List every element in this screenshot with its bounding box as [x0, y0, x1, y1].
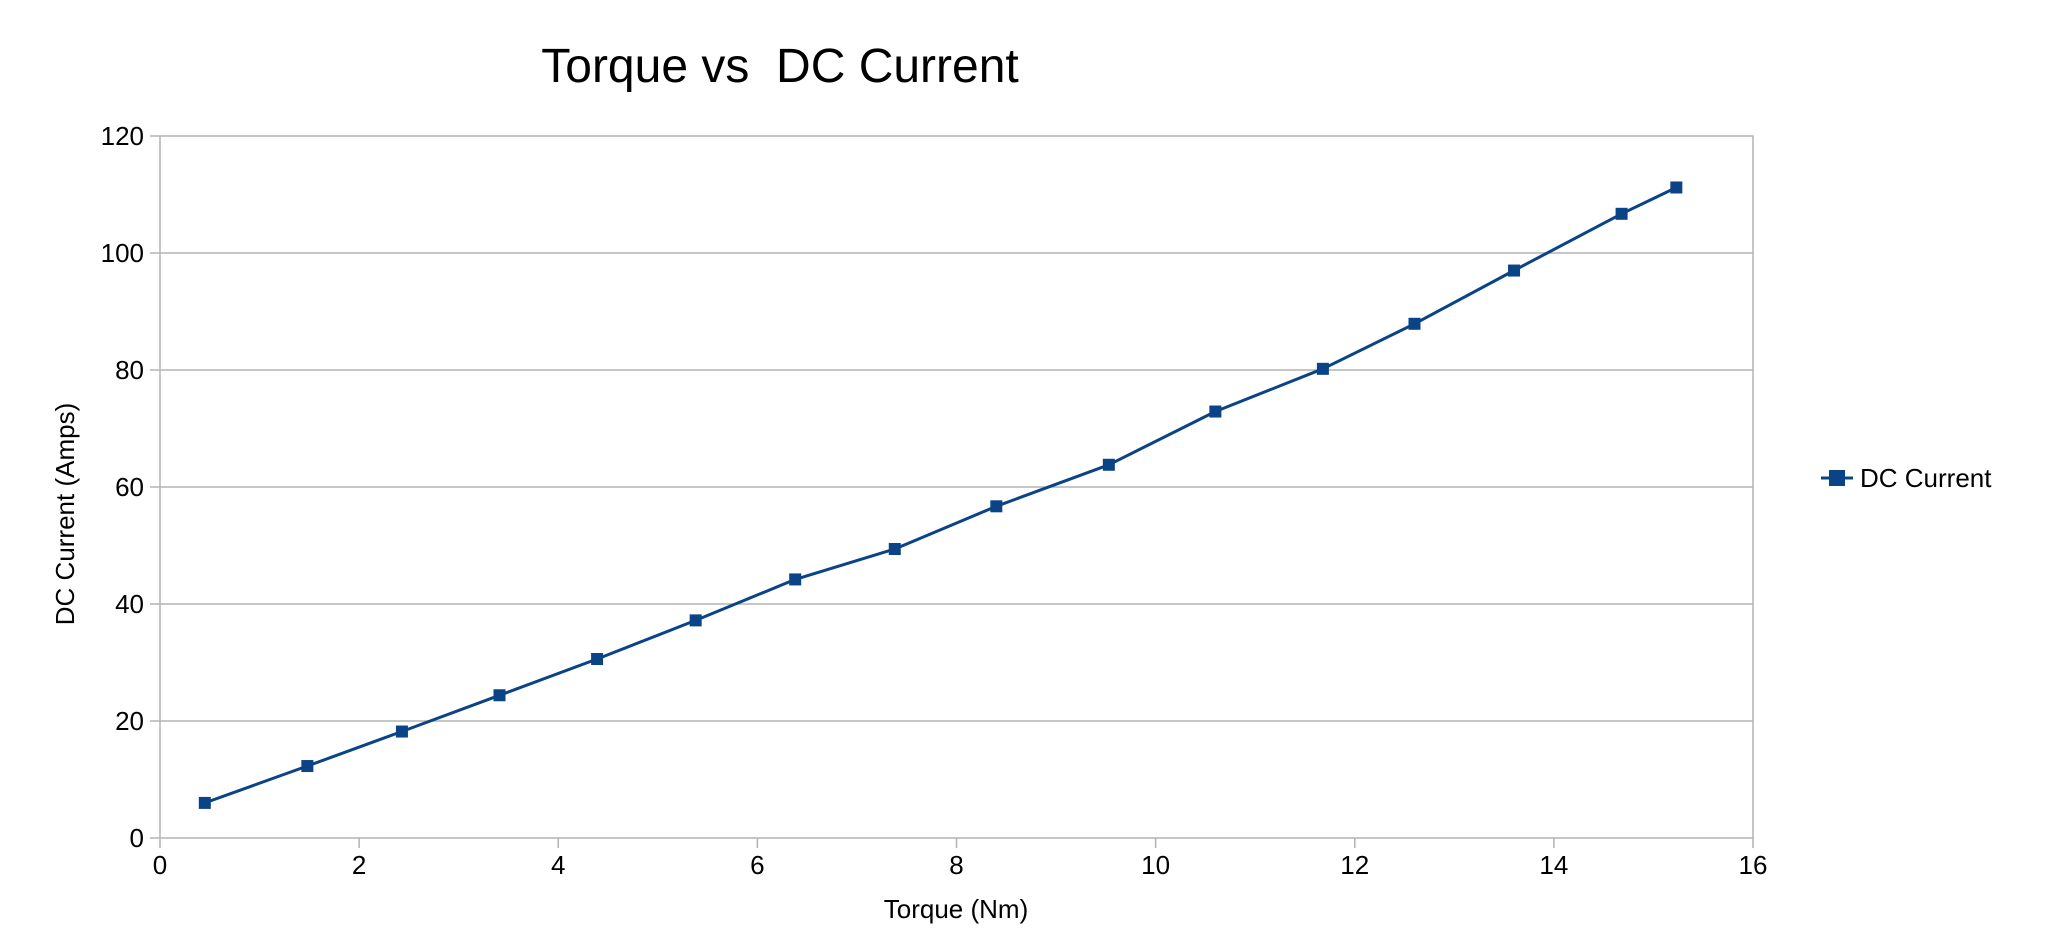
- y-axis-label: DC Current (Amps): [50, 403, 80, 625]
- x-tick-label: 14: [1539, 850, 1568, 880]
- x-axis-label: Torque (Nm): [884, 894, 1028, 924]
- y-tick-label: 100: [101, 238, 144, 268]
- x-tick-label: 12: [1340, 850, 1369, 880]
- y-tick-label: 80: [115, 355, 144, 385]
- x-tick-label: 2: [352, 850, 366, 880]
- data-point: [591, 652, 604, 665]
- series-layer: [198, 181, 1683, 809]
- y-tick-label: 20: [115, 706, 144, 736]
- series-line: [204, 186, 1677, 805]
- data-point: [1102, 458, 1115, 471]
- data-point: [1508, 264, 1521, 277]
- y-tick-label: 120: [101, 121, 144, 151]
- y-axis-ticks: 0 20 40 60 80 100 120: [101, 121, 160, 853]
- x-tick-label: 0: [153, 850, 167, 880]
- data-point: [1316, 362, 1329, 375]
- grid-lines: [160, 252, 1753, 722]
- x-tick-label: 4: [551, 850, 565, 880]
- x-tick-label: 10: [1141, 850, 1170, 880]
- data-point: [198, 796, 211, 809]
- data-point: [1615, 207, 1628, 220]
- legend-label: DC Current: [1860, 463, 1992, 493]
- data-point: [395, 725, 408, 738]
- x-axis-ticks: 0 2 4 6 8 10 12 14 16: [153, 838, 1768, 880]
- data-point: [789, 573, 802, 586]
- data-point: [990, 500, 1003, 513]
- legend-square-marker: [1829, 470, 1845, 486]
- data-point: [301, 760, 314, 773]
- x-tick-label: 16: [1739, 850, 1768, 880]
- data-point: [1408, 317, 1421, 330]
- chart-title: Torque vs DC Current: [541, 40, 1019, 93]
- y-tick-label: 40: [115, 589, 144, 619]
- data-point: [1209, 405, 1222, 418]
- data-point: [689, 614, 702, 627]
- data-point: [493, 689, 506, 702]
- data-point: [1670, 181, 1683, 194]
- y-tick-label: 0: [130, 823, 144, 853]
- x-tick-label: 6: [750, 850, 764, 880]
- legend: DC Current: [1821, 463, 1992, 493]
- x-tick-label: 8: [949, 850, 963, 880]
- y-tick-label: 60: [115, 472, 144, 502]
- data-point: [888, 543, 901, 556]
